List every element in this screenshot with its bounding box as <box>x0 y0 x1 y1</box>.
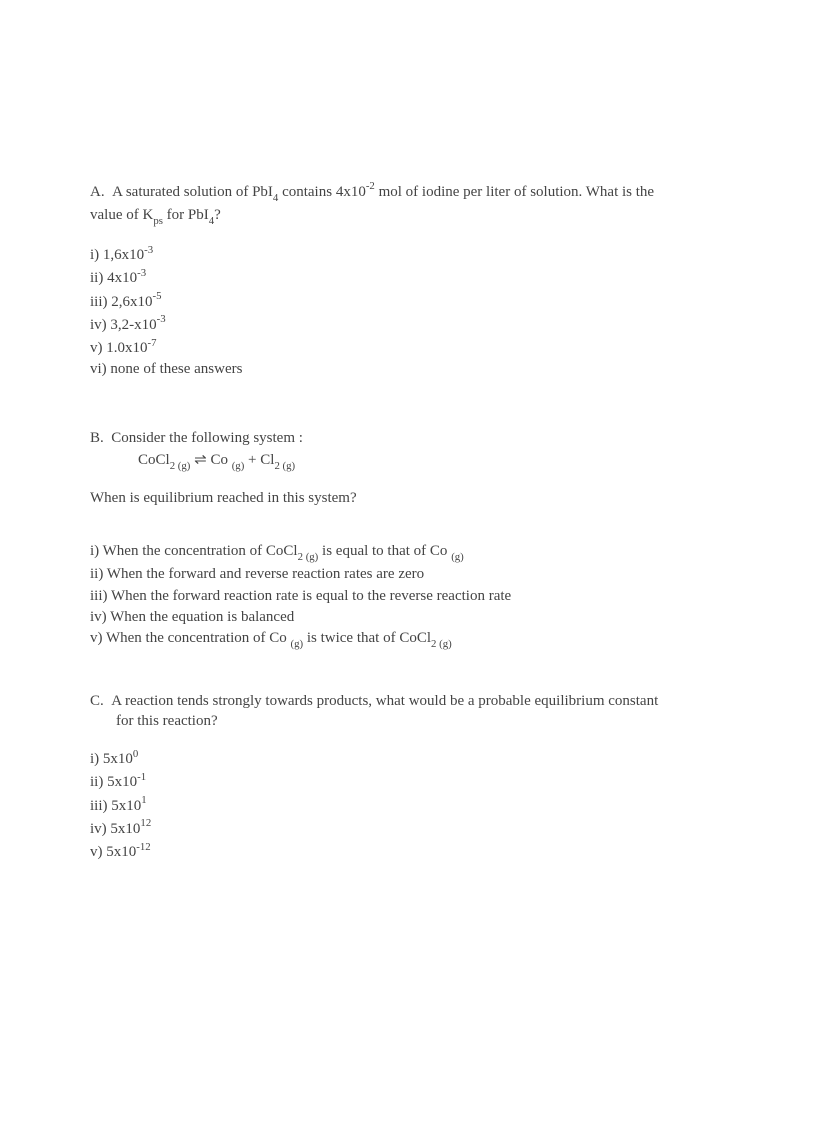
question-a-line2: value of Kps for PbI4? <box>90 207 221 223</box>
question-a-line1: A. A saturated solution of PbI4 contains… <box>90 184 654 200</box>
question-b-equation: CoCl2 (g) ⇌ Co (g) + Cl2 (g) <box>90 450 738 473</box>
question-a-options: i) 1,6x10-3 ii) 4x10-3 iii) 2,6x10-5 iv)… <box>90 243 738 380</box>
option-a-i: i) 1,6x10-3 <box>90 243 738 265</box>
question-b: B. Consider the following system : CoCl2… <box>90 428 738 651</box>
option-b-i: i) When the concentration of CoCl2 (g) i… <box>90 541 738 564</box>
question-a: A. A saturated solution of PbI4 contains… <box>90 180 738 380</box>
option-a-vi: vi) none of these answers <box>90 359 738 379</box>
question-c-text: C. A reaction tends strongly towards pro… <box>90 691 738 732</box>
option-b-v: v) When the concentration of Co (g) is t… <box>90 628 738 651</box>
option-b-iv: iv) When the equation is balanced <box>90 607 738 627</box>
option-c-iv: iv) 5x1012 <box>90 817 738 839</box>
option-c-v: v) 5x10-12 <box>90 840 738 862</box>
question-b-text: B. Consider the following system : <box>90 428 738 448</box>
option-c-i: i) 5x100 <box>90 747 738 769</box>
option-a-iv: iv) 3,2-x10-3 <box>90 313 738 335</box>
question-b-subquestion: When is equilibrium reached in this syst… <box>90 488 738 508</box>
option-a-v: v) 1.0x10-7 <box>90 336 738 358</box>
option-c-ii: ii) 5x10-1 <box>90 770 738 792</box>
option-a-iii: iii) 2,6x10-5 <box>90 290 738 312</box>
option-b-ii: ii) When the forward and reverse reactio… <box>90 564 738 584</box>
question-c: C. A reaction tends strongly towards pro… <box>90 691 738 863</box>
option-b-iii: iii) When the forward reaction rate is e… <box>90 586 738 606</box>
question-b-options: i) When the concentration of CoCl2 (g) i… <box>90 541 738 651</box>
question-c-options: i) 5x100 ii) 5x10-1 iii) 5x101 iv) 5x101… <box>90 747 738 862</box>
option-a-ii: ii) 4x10-3 <box>90 266 738 288</box>
question-a-text: A. A saturated solution of PbI4 contains… <box>90 180 738 227</box>
option-c-iii: iii) 5x101 <box>90 794 738 816</box>
